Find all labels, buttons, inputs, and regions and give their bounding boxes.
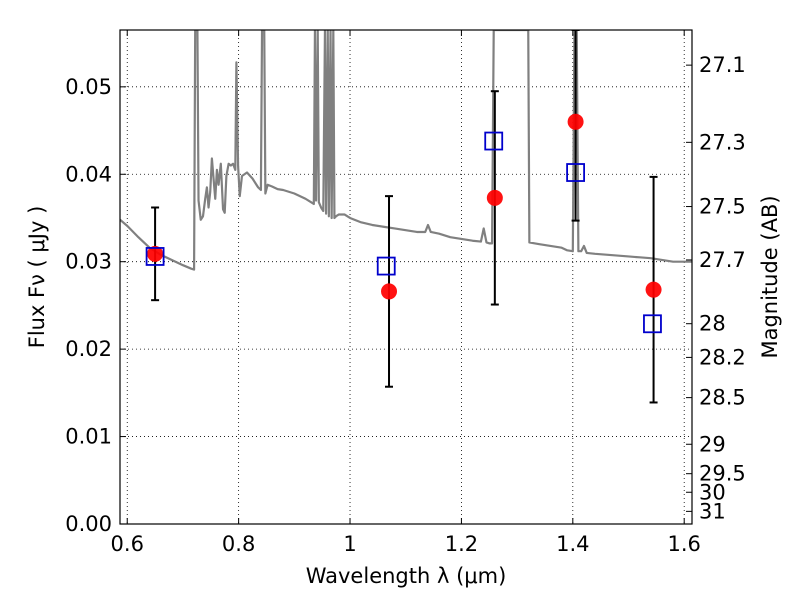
x-tick-label: 1	[343, 532, 356, 556]
x-tick-label: 0.6	[111, 532, 144, 556]
y2-tick-label: 28.5	[699, 386, 746, 410]
model-spectrum-line	[120, 30, 692, 271]
y-tick-label: 0.02	[65, 337, 112, 361]
y-tick-label: 0.00	[65, 512, 112, 536]
y2-tick-label: 27.7	[699, 248, 746, 272]
observed-flux-point	[381, 283, 398, 300]
axes-ticks: 0.6 0.8 1 1.2 1.4 1.6 0.00 0.01 0.02 0.03 0.04 0.05…	[65, 30, 746, 556]
y2-tick-label: 27.3	[699, 130, 746, 154]
y2-tick-label: 30	[699, 480, 726, 504]
y2-tick-label: 28	[699, 312, 726, 336]
y2-tick-label: 27.1	[699, 53, 746, 77]
x-tick-label: 1.2	[445, 532, 478, 556]
y-axis-label: Flux Fν ( μJy )	[25, 206, 49, 349]
y2-tick-label: 28.2	[699, 345, 746, 369]
y2-tick-label: 29.5	[699, 462, 746, 486]
model-flux-square	[145, 247, 165, 266]
x-tick-label: 1.6	[667, 532, 700, 556]
observed-flux-point	[486, 189, 503, 206]
y-tick-label: 0.05	[65, 75, 112, 99]
observed-flux-point	[147, 245, 164, 262]
y2-axis-label: Magnitude (AB)	[758, 195, 782, 358]
x-tick-label: 1.4	[556, 532, 589, 556]
model-flux-square	[643, 314, 662, 334]
model-flux-square	[376, 256, 396, 276]
y2-tick-label: 27.5	[699, 195, 746, 219]
x-tick-label: 0.8	[222, 532, 255, 556]
y2-tick-label: 29	[699, 432, 726, 456]
y2-tick-label: 31	[699, 499, 726, 523]
model-flux-square	[566, 163, 585, 182]
plot-frame	[119, 29, 693, 525]
model-flux-square	[484, 131, 504, 151]
plot-content	[120, 30, 692, 404]
x-axis-label: Wavelength λ (μm)	[306, 564, 507, 588]
y-tick-label: 0.01	[65, 425, 112, 449]
plot-area	[120, 30, 692, 524]
y-tick-label: 0.04	[65, 162, 112, 186]
y-tick-label: 0.03	[65, 250, 112, 274]
observed-flux-point	[567, 113, 584, 130]
observed-flux-point	[645, 281, 662, 298]
